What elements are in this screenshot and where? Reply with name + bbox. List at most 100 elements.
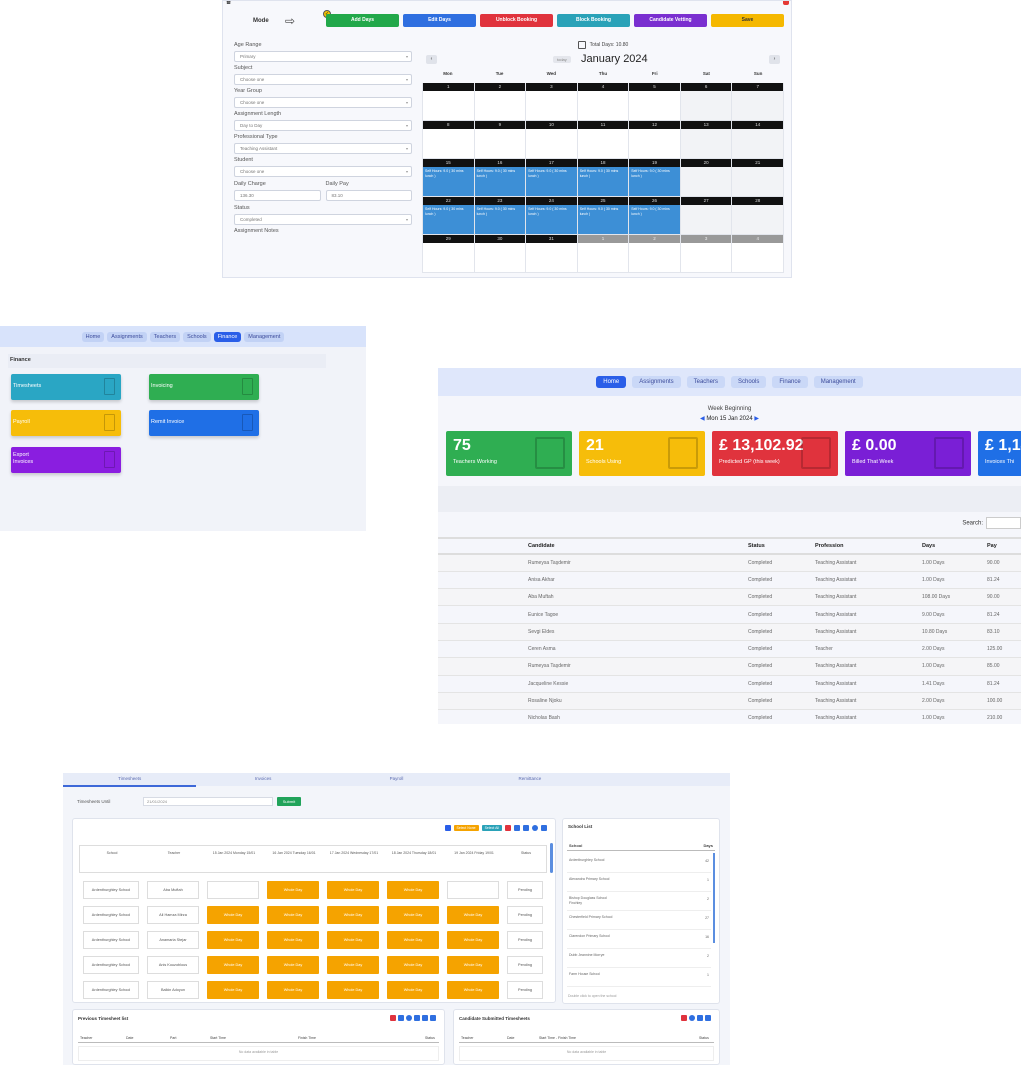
whole-day-button[interactable]: Whole Day: [327, 881, 379, 899]
settings-icon[interactable]: [532, 825, 538, 831]
calendar-day[interactable]: 24 Self Hours: 9.0 ( 30 mins lunch ): [526, 197, 578, 235]
whole-day-button[interactable]: Whole Day: [447, 931, 499, 949]
table-row[interactable]: Sevgi Eldes Completed Teaching Assistant 10…: [438, 623, 1021, 641]
tab-extra[interactable]: [597, 773, 730, 787]
send-icon[interactable]: [705, 1015, 711, 1021]
nav-tab-finance[interactable]: Finance: [213, 331, 242, 342]
calendar-day[interactable]: 1: [577, 235, 630, 273]
search-input[interactable]: [986, 517, 1021, 529]
calendar-day[interactable]: 8: [423, 121, 475, 159]
whole-day-button[interactable]: Whole Day: [267, 956, 319, 974]
stat-card[interactable]: 75 Teachers Working: [446, 431, 572, 476]
table-row[interactable]: Nicholas Bash Completed Teaching Assistant…: [438, 709, 1021, 724]
export-icon[interactable]: [414, 1015, 420, 1021]
timesheets-card[interactable]: Timesheets: [11, 374, 121, 400]
whole-day-button[interactable]: Whole Day: [327, 981, 379, 999]
calendar-day[interactable]: 23 Self Hours: 9.0 ( 30 mins lunch ): [474, 197, 527, 235]
calendar-event[interactable]: Self Hours: 9.0 ( 30 mins lunch ): [629, 167, 680, 196]
delete-icon[interactable]: [505, 825, 511, 831]
empty-day-cell[interactable]: [447, 881, 499, 899]
school-list-item[interactable]: Chesterfield Primary School 27: [567, 912, 711, 930]
calendar-day[interactable]: 2: [474, 83, 527, 121]
unblock-booking-button[interactable]: Unblock Booking: [480, 14, 553, 27]
student-select[interactable]: Choose one ▾: [234, 166, 412, 177]
calendar-event[interactable]: Self Hours: 9.0 ( 30 mins lunch ): [474, 205, 526, 234]
school-list-item[interactable]: Dubb Jeannine Morrye 2: [567, 950, 711, 968]
timesheets-until-input[interactable]: 21/01/2024: [143, 797, 273, 806]
professional-type-select[interactable]: Teaching Assistant ▾: [234, 143, 412, 154]
submit-button[interactable]: Submit: [277, 797, 301, 806]
school-list-item[interactable]: Ardenthurghley School 42: [567, 855, 711, 873]
calendar-day[interactable]: 27: [680, 197, 733, 235]
nav-tab-assignments[interactable]: Assignments: [632, 376, 681, 388]
table-row[interactable]: Ceren Asma Completed Teacher 2.00 Days 125.0…: [438, 640, 1021, 659]
status-select[interactable]: Completed ▾: [234, 214, 412, 225]
calendar-event[interactable]: Self Hours: 9.0 ( 30 mins lunch ): [577, 167, 629, 196]
whole-day-button[interactable]: Whole Day: [387, 881, 439, 899]
prev-week-icon[interactable]: ◀: [700, 416, 705, 422]
delete-icon[interactable]: [390, 1015, 396, 1021]
tab-payroll[interactable]: Payroll: [389, 776, 404, 781]
edit-days-button[interactable]: Edit Days: [403, 14, 476, 27]
table-row[interactable]: Jacqueline Kessie Completed Teaching Assis…: [438, 675, 1021, 693]
export-icon[interactable]: [697, 1015, 703, 1021]
calendar-event[interactable]: Self Hours: 9.0 ( 30 mins lunch ): [423, 205, 474, 234]
school-list-item[interactable]: Clarendon Primary School 16: [567, 931, 711, 949]
table-row[interactable]: Rumeysa Taşdemir Completed Teaching Assist…: [438, 657, 1021, 676]
year-group-select[interactable]: Choose one ▾: [234, 97, 412, 108]
whole-day-button[interactable]: Whole Day: [267, 931, 319, 949]
whole-day-button[interactable]: Whole Day: [267, 881, 319, 899]
nav-tab-assignments[interactable]: Assignments: [107, 331, 147, 342]
whole-day-button[interactable]: Whole Day: [267, 981, 319, 999]
whole-day-button[interactable]: Whole Day: [447, 956, 499, 974]
whole-day-button[interactable]: Whole Day: [207, 956, 259, 974]
whole-day-button[interactable]: Whole Day: [447, 981, 499, 999]
calendar-day[interactable]: 5: [629, 83, 681, 121]
empty-day-cell[interactable]: [207, 881, 259, 899]
calendar-day[interactable]: 15 Self Hours: 9.0 ( 30 mins lunch ): [423, 159, 475, 197]
table-row[interactable]: Rumeysa Taşdemir Completed Teaching Assist…: [438, 554, 1021, 572]
calendar-day[interactable]: 18 Self Hours: 9.0 ( 30 mins lunch ): [577, 159, 630, 197]
today-button[interactable]: today: [553, 56, 571, 63]
nav-tab-home[interactable]: Home: [81, 331, 105, 342]
stat-card[interactable]: £ 13,102.92 Predicted GP (this week): [712, 431, 838, 476]
nav-tab-teachers[interactable]: Teachers: [149, 331, 181, 342]
calendar-day[interactable]: 6: [680, 83, 733, 121]
nav-tab-teachers[interactable]: Teachers: [686, 376, 725, 388]
refresh-icon[interactable]: [444, 825, 451, 831]
calendar-day[interactable]: 17 Self Hours: 9.0 ( 30 mins lunch ): [526, 159, 578, 197]
calendar-day[interactable]: 16 Self Hours: 9.0 ( 30 mins lunch ): [474, 159, 527, 197]
daily-pay-input[interactable]: 83.10: [325, 190, 412, 201]
calendar-day[interactable]: 28: [732, 197, 784, 235]
next-week-icon[interactable]: ▶: [754, 416, 759, 422]
calendar-event[interactable]: Self Hours: 9.0 ( 30 mins lunch ): [577, 205, 629, 234]
calendar-event[interactable]: Self Hours: 9.0 ( 30 mins lunch ): [526, 167, 577, 196]
calendar-day[interactable]: 25 Self Hours: 9.0 ( 30 mins lunch ): [577, 197, 630, 235]
calendar-event[interactable]: Self Hours: 9.0 ( 30 mins lunch ): [629, 205, 680, 234]
settings-icon[interactable]: [689, 1015, 695, 1021]
calendar-event[interactable]: Self Hours: 9.0 ( 30 mins lunch ): [423, 167, 474, 196]
table-row[interactable]: Aba Muftah Completed Teaching Assistant 108…: [438, 588, 1021, 607]
nav-tab-schools[interactable]: Schools: [183, 331, 211, 342]
nav-tab-home[interactable]: Home: [596, 376, 627, 388]
whole-day-button[interactable]: Whole Day: [207, 906, 259, 924]
whole-day-button[interactable]: Whole Day: [267, 906, 319, 924]
school-list-item[interactable]: Farm House School 1: [567, 969, 711, 987]
delete-icon[interactable]: [681, 1015, 687, 1021]
calendar-day[interactable]: 4: [577, 83, 630, 121]
next-month-button[interactable]: ›: [769, 55, 780, 64]
whole-day-button[interactable]: Whole Day: [387, 956, 439, 974]
calendar-day[interactable]: 12: [629, 121, 681, 159]
calendar-day[interactable]: 11: [577, 121, 630, 159]
mode-arrow-icon[interactable]: ⇨: [285, 14, 296, 28]
column-header-pay[interactable]: Pay: [987, 537, 1021, 555]
whole-day-button[interactable]: Whole Day: [447, 906, 499, 924]
select-all-button[interactable]: Select All: [481, 825, 502, 831]
tab-timesheets[interactable]: Timesheets: [63, 773, 197, 787]
daily-charge-input[interactable]: 136.30: [234, 190, 321, 201]
school-list-item[interactable]: Alexandra Primary School 1: [567, 874, 711, 892]
remit-invoice-card[interactable]: Remit Invoice: [149, 410, 259, 436]
settings-icon[interactable]: [406, 1015, 412, 1021]
calendar-day[interactable]: 30: [474, 235, 527, 273]
save-button[interactable]: Save: [711, 14, 784, 27]
